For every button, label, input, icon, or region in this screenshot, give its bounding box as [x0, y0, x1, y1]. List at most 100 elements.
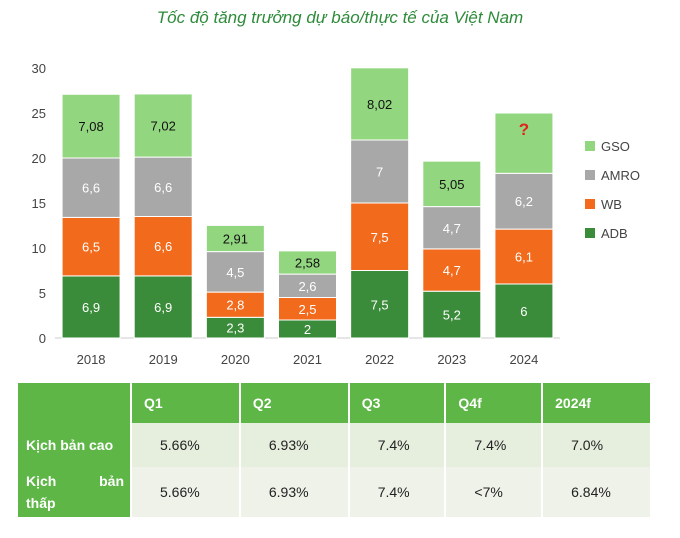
legend-swatch	[585, 170, 595, 180]
bar-segment-adb	[133, 275, 193, 339]
data-label: 6,2	[515, 194, 533, 209]
data-label: 6,6	[82, 181, 100, 196]
legend-label: GSO	[601, 139, 630, 154]
forecast-table: Q1 Q2 Q3 Q4f 2024f Kịch bản cao 5.66% 6.…	[18, 383, 652, 517]
row-label-low-word1: Kịch	[26, 473, 57, 489]
row-label-low-word2: bản	[99, 473, 124, 489]
bar-segment-adb	[494, 283, 554, 339]
bar-segment-wb	[494, 228, 554, 285]
legend-swatch	[585, 228, 595, 238]
bar-segment-wb	[133, 216, 193, 277]
bar-segment-wb	[350, 202, 410, 271]
bar-segment-gso	[133, 93, 193, 158]
table-header-q3: Q3	[348, 383, 447, 423]
bar-segment-wb	[422, 248, 482, 292]
table-cell: 6.93%	[239, 467, 350, 517]
table-cell: <7%	[445, 467, 544, 517]
y-tick-label: 30	[32, 61, 46, 76]
table-cell: 7.0%	[542, 423, 652, 467]
y-tick-label: 0	[39, 331, 46, 346]
data-label: 4,5	[226, 265, 244, 280]
row-label-low: Kịch bản thấp	[18, 467, 132, 517]
data-label: 2,3	[226, 321, 244, 336]
bar-segment-amro	[133, 156, 193, 218]
x-tick-label: 2018	[77, 352, 106, 367]
table-header-q1: Q1	[131, 383, 241, 423]
y-tick-label: 20	[32, 151, 46, 166]
data-label: 5,2	[443, 308, 461, 323]
data-label: 6,9	[154, 300, 172, 315]
table-header-corner	[18, 383, 132, 423]
bar-segment-gso	[205, 224, 265, 253]
data-label: 6	[520, 304, 527, 319]
legend-label: ADB	[601, 226, 628, 241]
bar-segment-amro	[61, 157, 121, 218]
legend-label: WB	[601, 197, 622, 212]
bar-segment-wb	[205, 291, 265, 318]
data-label: ?	[519, 120, 529, 139]
table-row: Kịch bản thấp 5.66% 6.93% 7.4% <7% 6.84%	[18, 467, 652, 517]
data-label: 7,5	[371, 297, 389, 312]
chart-title: Tốc độ tăng trưởng dự báo/thực tế của Vi…	[156, 8, 524, 27]
data-label: 2,5	[298, 302, 316, 317]
data-label: 2,8	[226, 298, 244, 313]
table-header-2024f: 2024f	[542, 383, 652, 423]
row-label-low-word3: thấp	[26, 495, 56, 511]
y-tick-label: 25	[32, 106, 46, 121]
bar-segment-amro	[494, 172, 554, 230]
bar-segment-amro	[350, 139, 410, 204]
y-tick-label: 15	[32, 196, 46, 211]
x-tick-label: 2019	[149, 352, 178, 367]
table-row: Kịch bản cao 5.66% 6.93% 7.4% 7.4% 7.0%	[18, 423, 652, 467]
data-label: 6,5	[82, 240, 100, 255]
x-tick-label: 2022	[365, 352, 394, 367]
table-header-q4f: Q4f	[445, 383, 544, 423]
data-label: 6,9	[82, 300, 100, 315]
data-label: 8,02	[367, 97, 392, 112]
data-label: 2	[304, 322, 311, 337]
data-label: 7,02	[151, 119, 176, 134]
data-label: 7,5	[371, 230, 389, 245]
data-label: 2,91	[223, 232, 248, 247]
legend-swatch	[585, 199, 595, 209]
data-label: 7,08	[78, 119, 103, 134]
data-label: 6,6	[154, 180, 172, 195]
table-cell: 7.4%	[348, 467, 447, 517]
bar-segment-amro	[422, 206, 482, 250]
data-label: 4,7	[443, 221, 461, 236]
data-label: 6,6	[154, 239, 172, 254]
legend-label: AMRO	[601, 168, 640, 183]
y-tick-label: 5	[39, 286, 46, 301]
legend-swatch	[585, 141, 595, 151]
stacked-bar-chart: 0 5 10 15 20 25 30 6,9 6,5 6,6 7,08 2018 6,9 6,6 6,6 7,…	[32, 61, 640, 367]
row-label-high: Kịch bản cao	[18, 423, 132, 467]
table-cell: 6.93%	[239, 423, 350, 467]
x-tick-label: 2021	[293, 352, 322, 367]
bar-segment-gso	[494, 112, 554, 174]
table-cell: 5.66%	[131, 467, 241, 517]
table-header-q2: Q2	[239, 383, 350, 423]
bar-segment-gso	[422, 160, 482, 208]
data-label: 4,7	[443, 263, 461, 278]
x-tick-label: 2024	[509, 352, 538, 367]
data-label: 2,6	[298, 279, 316, 294]
bar-segment-adb	[61, 275, 121, 339]
table-cell: 5.66%	[131, 423, 241, 467]
bar-segment-gso	[350, 67, 410, 141]
y-tick-label: 10	[32, 241, 46, 256]
bar-segment-wb	[61, 216, 121, 277]
table-cell: 6.84%	[542, 467, 652, 517]
bar-segment-gso	[278, 250, 337, 275]
bar-segment-gso	[61, 93, 121, 159]
x-tick-label: 2020	[221, 352, 250, 367]
data-label: 6,1	[515, 250, 533, 265]
bar-segment-adb	[422, 290, 482, 339]
data-label: 2,58	[295, 255, 320, 270]
data-label: 5,05	[439, 177, 464, 192]
table-header-row: Q1 Q2 Q3 Q4f 2024f	[18, 383, 652, 423]
table-cell: 7.4%	[348, 423, 447, 467]
data-label: 7	[376, 165, 383, 180]
bar-segment-adb	[350, 270, 410, 339]
x-tick-label: 2023	[437, 352, 466, 367]
table-cell: 7.4%	[445, 423, 544, 467]
